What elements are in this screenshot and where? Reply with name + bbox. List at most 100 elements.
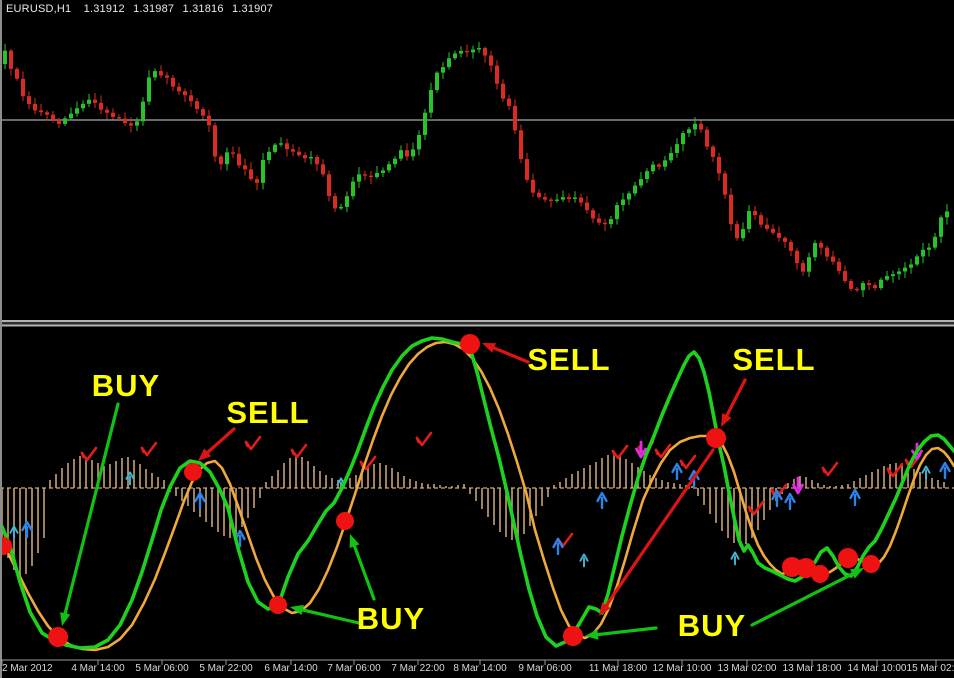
candle-body <box>537 192 541 198</box>
sell-check-icon <box>415 431 433 447</box>
time-axis-label: 13 Mar 18:00 <box>782 663 842 674</box>
signal-dot <box>184 463 202 481</box>
path <box>821 466 826 474</box>
candle-body <box>135 121 139 126</box>
candle-body <box>423 112 427 135</box>
sell-check-icon <box>140 441 158 457</box>
candle-body <box>75 108 79 114</box>
candle-body <box>303 155 307 159</box>
candle-body <box>495 65 499 84</box>
candle-body <box>753 210 757 216</box>
time-axis-label: 5 Mar 06:00 <box>135 663 189 674</box>
candle-body <box>807 257 811 272</box>
candle-body <box>669 152 673 161</box>
signal-dot <box>796 558 816 578</box>
path <box>771 489 783 501</box>
candle-body <box>207 115 211 126</box>
signal-dot <box>48 627 68 647</box>
buy-annotation-arrow <box>352 544 376 601</box>
path <box>290 448 295 456</box>
candle-body <box>657 164 661 167</box>
candle-body <box>333 196 337 209</box>
candle-body <box>525 159 529 180</box>
arrowhead <box>198 448 212 461</box>
candle-body <box>183 91 187 96</box>
candle-body <box>465 50 469 53</box>
candle-body <box>219 156 223 165</box>
path <box>784 492 796 504</box>
candle-body <box>297 151 301 156</box>
candle-body <box>189 95 193 102</box>
candle-body <box>21 78 25 97</box>
time-axis[interactable]: 2 Mar 2012 4 Mar 14:00 5 Mar 06:00 5 Mar… <box>0 662 954 678</box>
path <box>747 505 752 513</box>
buy-annotation-arrow <box>301 608 361 625</box>
candle-body <box>627 193 631 200</box>
candle-body <box>771 228 775 233</box>
candle-body <box>945 211 949 218</box>
sell-label: SELL <box>226 395 310 430</box>
candle-body <box>87 99 91 104</box>
sell-check-icon <box>80 446 98 462</box>
candle-body <box>813 242 817 258</box>
candle-body <box>663 160 667 167</box>
arrowhead <box>850 568 864 579</box>
path <box>9 525 19 534</box>
path <box>635 447 647 459</box>
candle-body <box>777 232 781 238</box>
path <box>359 460 364 468</box>
annotation-arrow-layer <box>60 343 864 640</box>
open-price: 1.31912 <box>83 3 125 15</box>
panel-separator-layer <box>0 320 954 327</box>
sell-annotation-arrow <box>206 427 236 454</box>
candle-body <box>939 217 943 237</box>
sell-check-icon <box>611 444 629 460</box>
candle-body <box>357 174 361 182</box>
time-axis-label: 7 Mar 22:00 <box>391 663 445 674</box>
candle-body <box>225 152 229 165</box>
candle-body <box>513 105 517 131</box>
candle-body <box>369 175 373 178</box>
panel-separator <box>0 322 954 325</box>
time-axis-label: 2 Mar 2012 <box>2 663 53 674</box>
candle-body <box>285 143 289 150</box>
candle-body <box>639 179 643 186</box>
signal-dot <box>460 334 480 354</box>
candle-body <box>201 109 205 116</box>
buy-up-arrow-icon <box>21 520 33 539</box>
candle-body <box>363 174 367 176</box>
signal-dot <box>862 555 880 573</box>
candle-body <box>255 179 259 183</box>
candle-body <box>327 174 331 197</box>
buy-up-arrow-icon <box>579 553 589 568</box>
signal-dot <box>336 512 354 530</box>
candle-body <box>909 264 913 268</box>
candle-body <box>105 109 109 113</box>
candle-body <box>477 48 481 50</box>
candle-body <box>375 173 379 178</box>
candle-body <box>729 194 733 225</box>
buy-up-arrow-icon <box>921 465 931 480</box>
path <box>234 529 246 541</box>
candle-body <box>609 219 613 225</box>
buy-up-arrow-icon <box>671 462 683 481</box>
candle-body <box>393 158 397 165</box>
candle-body <box>783 237 787 242</box>
buy-up-arrow-icon <box>784 492 796 511</box>
candle-body <box>243 165 247 170</box>
buy-up-arrow-icon <box>552 537 564 556</box>
candle-body <box>921 249 925 257</box>
candle-body <box>405 150 409 157</box>
candle-body <box>129 123 133 126</box>
candle-body <box>789 241 793 251</box>
candle-body <box>141 101 145 122</box>
path <box>849 488 861 500</box>
buy-up-arrow-icon <box>125 471 135 486</box>
candle-body <box>411 149 415 157</box>
candle-body <box>123 118 127 124</box>
sell-annotation-arrow <box>604 448 715 607</box>
panel-separator <box>0 320 954 322</box>
path <box>921 465 931 474</box>
candle-body <box>837 261 841 272</box>
